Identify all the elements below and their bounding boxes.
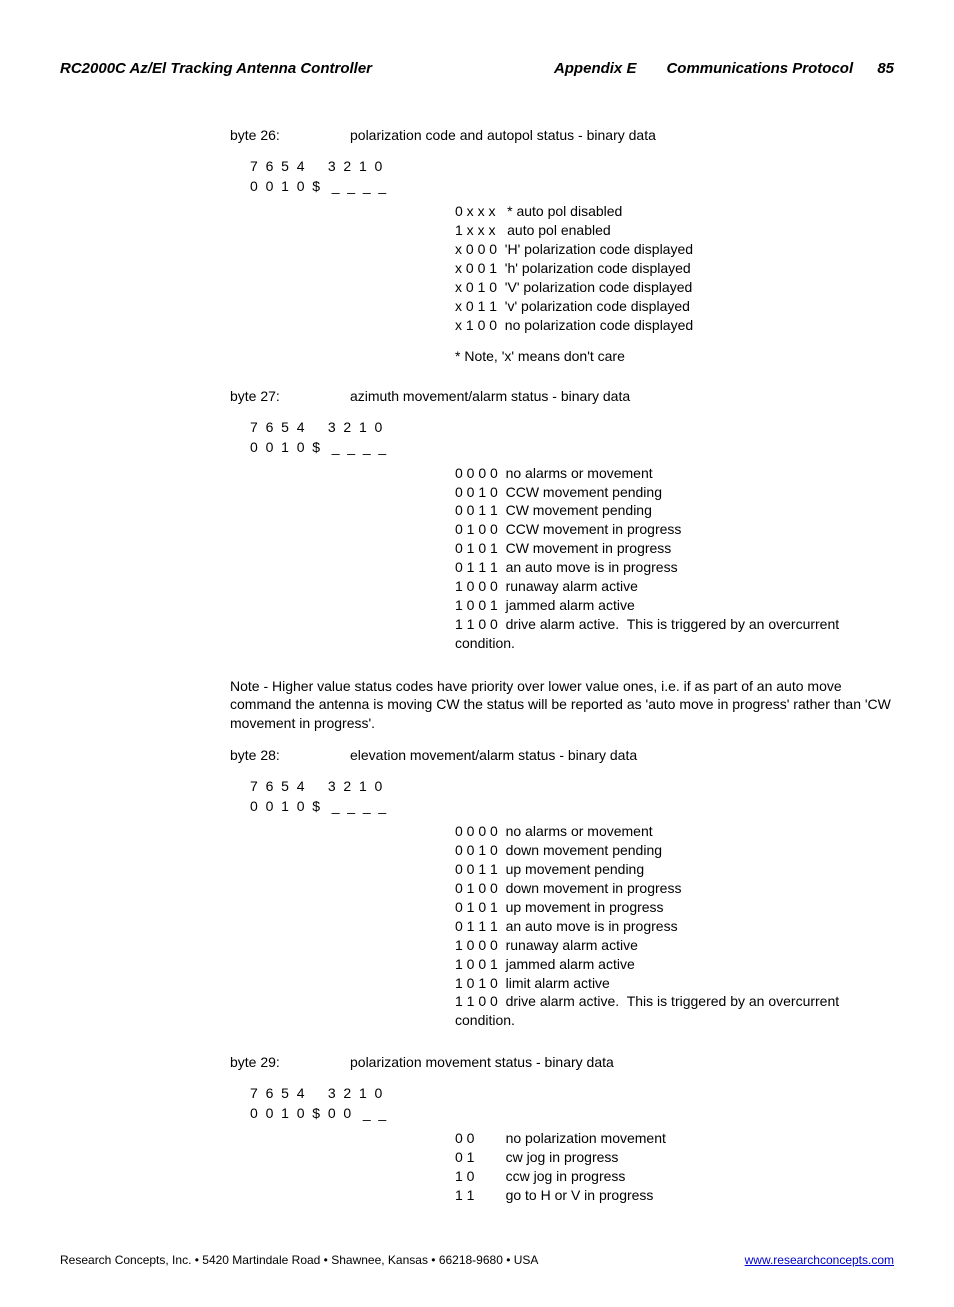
value-row: 0 0 1 0 CCW movement pending [455,483,894,502]
value-row: 0 0 1 1 up movement pending [455,860,894,879]
value-row: 1 1 go to H or V in progress [455,1186,894,1205]
value-row: 1 1 0 0 drive alarm active. This is trig… [455,992,894,1030]
bit-header: 7 6 5 4 3 2 1 0 [250,157,894,177]
value-row: 0 1 0 0 CCW movement in progress [455,520,894,539]
value-row: x 0 0 1 'h' polarization code displayed [455,259,894,278]
value-row: 0 0 no polarization movement [455,1129,894,1148]
byte-definitions: byte 26:polarization code and autopol st… [60,127,894,1205]
value-row: 1 x x x auto pol enabled [455,221,894,240]
byte-label: byte 27: [230,388,350,404]
bit-header: 7 6 5 4 3 2 1 0 [250,1084,894,1104]
byte-label: byte 26: [230,127,350,143]
value-row: 0 1 cw jog in progress [455,1148,894,1167]
bit-pattern: 0 0 1 0 $ _ _ _ _ [250,797,894,817]
byte-footnote: * Note, 'x' means don't care [455,348,894,364]
page: RC2000C Az/El Tracking Antenna Controlle… [0,0,954,1307]
page-header: RC2000C Az/El Tracking Antenna Controlle… [60,60,894,77]
value-list: 0 0 0 0 no alarms or movement0 0 1 0 dow… [455,822,894,1030]
byte-block: byte 26:polarization code and autopol st… [60,127,894,364]
bit-pattern: 0 0 1 0 $ _ _ _ _ [250,177,894,197]
value-row: x 1 0 0 no polarization code displayed [455,316,894,335]
byte-title-row: byte 29:polarization movement status - b… [230,1054,894,1070]
header-title-right: Communications Protocol 85 [666,60,894,77]
byte-block: byte 27:azimuth movement/alarm status - … [60,388,894,652]
byte-label: byte 29: [230,1054,350,1070]
value-row: 1 1 0 0 drive alarm active. This is trig… [455,615,894,653]
byte-desc: polarization code and autopol status - b… [350,127,894,143]
footer-text: Research Concepts, Inc. • 5420 Martindal… [60,1253,538,1267]
priority-note: Note - Higher value status codes have pr… [230,677,894,734]
value-row: 0 0 1 1 CW movement pending [455,501,894,520]
value-row: 1 0 1 0 limit alarm active [455,974,894,993]
value-row: 0 1 0 0 down movement in progress [455,879,894,898]
byte-desc: azimuth movement/alarm status - binary d… [350,388,894,404]
value-row: x 0 1 0 'V' polarization code displayed [455,278,894,297]
page-footer: Research Concepts, Inc. • 5420 Martindal… [60,1245,894,1267]
byte-block: byte 29:polarization movement status - b… [60,1054,894,1205]
value-row: 1 0 0 1 jammed alarm active [455,955,894,974]
header-page-number: 85 [877,60,894,77]
byte-title-row: byte 26:polarization code and autopol st… [230,127,894,143]
value-list: 0 0 0 0 no alarms or movement0 0 1 0 CCW… [455,464,894,653]
value-row: 0 1 0 1 CW movement in progress [455,539,894,558]
value-row: 1 0 0 0 runaway alarm active [455,936,894,955]
value-row: 1 0 0 0 runaway alarm active [455,577,894,596]
byte-desc: elevation movement/alarm status - binary… [350,747,894,763]
byte-desc: polarization movement status - binary da… [350,1054,894,1070]
value-row: x 0 1 1 'v' polarization code displayed [455,297,894,316]
bit-pattern: 0 0 1 0 $ _ _ _ _ [250,438,894,458]
value-list: 0 0 no polarization movement0 1 cw jog i… [455,1129,894,1205]
value-row: 0 0 0 0 no alarms or movement [455,822,894,841]
value-row: 0 1 1 1 an auto move is in progress [455,558,894,577]
value-row: 0 x x x * auto pol disabled [455,202,894,221]
byte-block: byte 28:elevation movement/alarm status … [60,747,894,1030]
value-row: 0 0 1 0 down movement pending [455,841,894,860]
value-row: 0 0 0 0 no alarms or movement [455,464,894,483]
value-row: 1 0 0 1 jammed alarm active [455,596,894,615]
bit-header: 7 6 5 4 3 2 1 0 [250,777,894,797]
footer-link[interactable]: www.researchconcepts.com [745,1253,894,1267]
bit-pattern: 0 0 1 0 $ 0 0 _ _ [250,1104,894,1124]
value-list: 0 x x x * auto pol disabled1 x x x auto … [455,202,894,334]
header-proto: Communications Protocol [666,60,853,77]
header-title-center: Appendix E [554,60,637,77]
value-row: 0 1 1 1 an auto move is in progress [455,917,894,936]
byte-label: byte 28: [230,747,350,763]
byte-title-row: byte 27:azimuth movement/alarm status - … [230,388,894,404]
value-row: 0 1 0 1 up movement in progress [455,898,894,917]
value-row: 1 0 ccw jog in progress [455,1167,894,1186]
header-title-left: RC2000C Az/El Tracking Antenna Controlle… [60,60,524,77]
value-row: x 0 0 0 'H' polarization code displayed [455,240,894,259]
byte-title-row: byte 28:elevation movement/alarm status … [230,747,894,763]
bit-header: 7 6 5 4 3 2 1 0 [250,418,894,438]
